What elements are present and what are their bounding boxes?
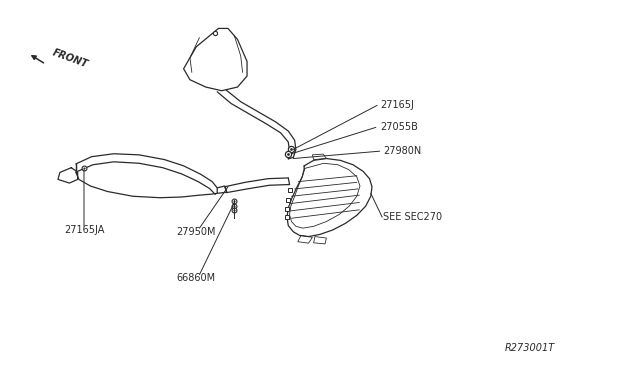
Polygon shape xyxy=(298,235,312,243)
Text: 66860M: 66860M xyxy=(177,273,216,283)
Polygon shape xyxy=(314,237,326,244)
Text: 27950M: 27950M xyxy=(177,227,216,237)
Text: SEE SEC270: SEE SEC270 xyxy=(383,212,443,222)
Text: 27055B: 27055B xyxy=(380,122,418,132)
Text: R273001T: R273001T xyxy=(504,343,555,353)
Polygon shape xyxy=(217,186,227,193)
Text: 27165JA: 27165JA xyxy=(64,225,104,235)
Text: 27165J: 27165J xyxy=(380,100,414,110)
Text: FRONT: FRONT xyxy=(51,48,90,70)
Polygon shape xyxy=(312,154,326,160)
Text: 27980N: 27980N xyxy=(383,146,422,156)
